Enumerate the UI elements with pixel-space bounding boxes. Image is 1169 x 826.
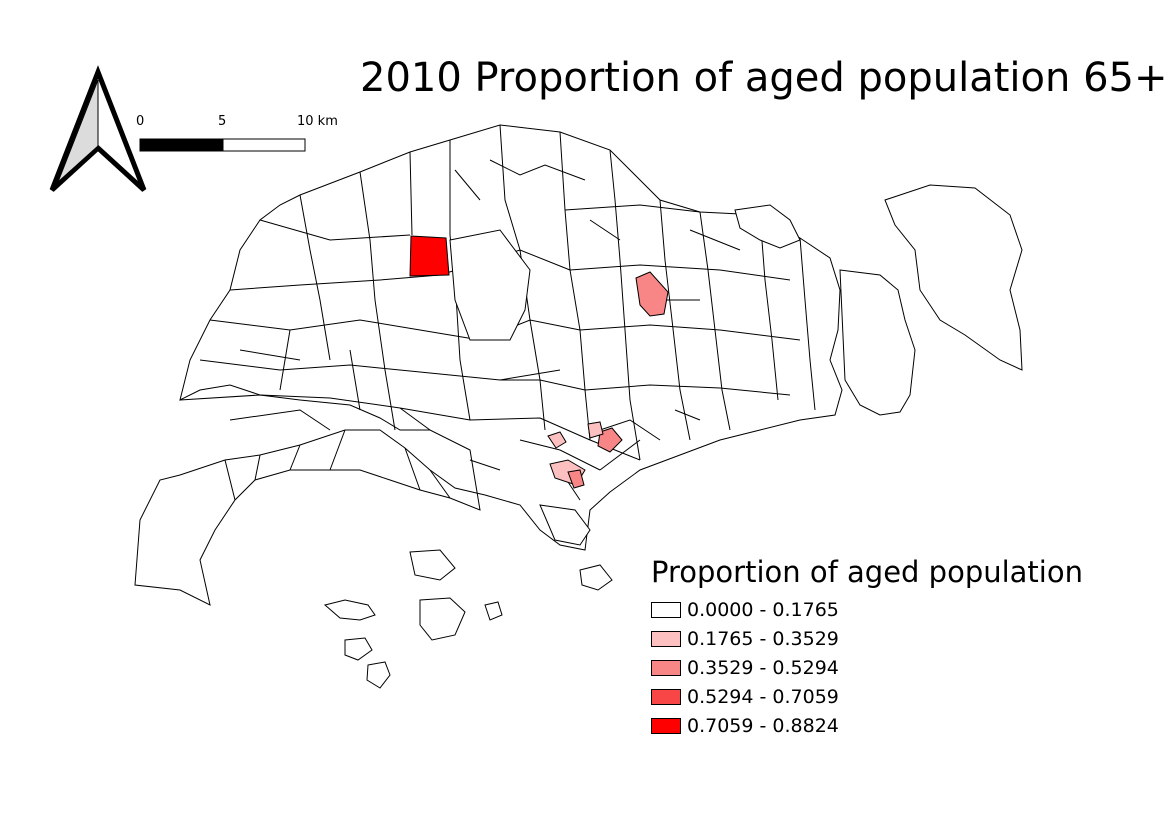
central-zone-a <box>597 427 623 453</box>
legend-item: 0.1765 - 0.3529 <box>651 624 1083 653</box>
south-island-5 <box>484 601 503 621</box>
north-arrow-icon <box>49 65 147 192</box>
scale-label-0: 0 <box>136 114 145 129</box>
changi-coast <box>839 269 916 416</box>
west-island-1 <box>323 599 376 621</box>
north-west-zone <box>409 235 450 277</box>
legend-label: 0.1765 - 0.3529 <box>687 627 839 650</box>
west-island-3 <box>366 661 391 689</box>
central-zone-e <box>567 469 585 489</box>
legend-swatch <box>651 688 681 705</box>
legend-label: 0.3529 - 0.5294 <box>687 656 839 679</box>
legend-swatch <box>651 659 681 676</box>
legend-item: 0.5294 - 0.7059 <box>651 682 1083 711</box>
north-east-zone <box>635 271 669 317</box>
scale-bar <box>139 138 306 152</box>
scale-label-10km: 10 km <box>297 114 338 129</box>
pulau-ubin <box>734 204 801 249</box>
legend-item: 0.7059 - 0.8824 <box>651 711 1083 740</box>
legend-swatch <box>651 630 681 647</box>
south-island-1 <box>409 549 456 581</box>
central-zone-c <box>547 431 567 449</box>
legend-label: 0.7059 - 0.8824 <box>687 714 839 737</box>
pulau-tekong <box>884 184 1023 371</box>
legend-swatch <box>651 717 681 734</box>
south-island-2 <box>419 597 466 641</box>
main-island <box>134 124 843 606</box>
legend-label: 0.5294 - 0.7059 <box>687 685 839 708</box>
map-title: 2010 Proportion of aged population 65+ <box>360 55 1168 101</box>
legend-swatch <box>651 601 681 618</box>
legend-item: 0.3529 - 0.5294 <box>651 653 1083 682</box>
legend-title: Proportion of aged population <box>651 555 1083 589</box>
scale-label-5: 5 <box>218 114 227 129</box>
legend-item: 0.0000 - 0.1765 <box>651 595 1083 624</box>
central-zone-d <box>587 421 604 439</box>
outer-islands <box>323 184 1023 689</box>
south-island-3 <box>539 504 591 546</box>
legend: Proportion of aged population 0.0000 - 0… <box>651 555 1083 740</box>
south-island-4 <box>579 564 613 591</box>
legend-label: 0.0000 - 0.1765 <box>687 598 839 621</box>
highlighted-zones <box>409 235 669 489</box>
west-island-2 <box>344 637 373 661</box>
